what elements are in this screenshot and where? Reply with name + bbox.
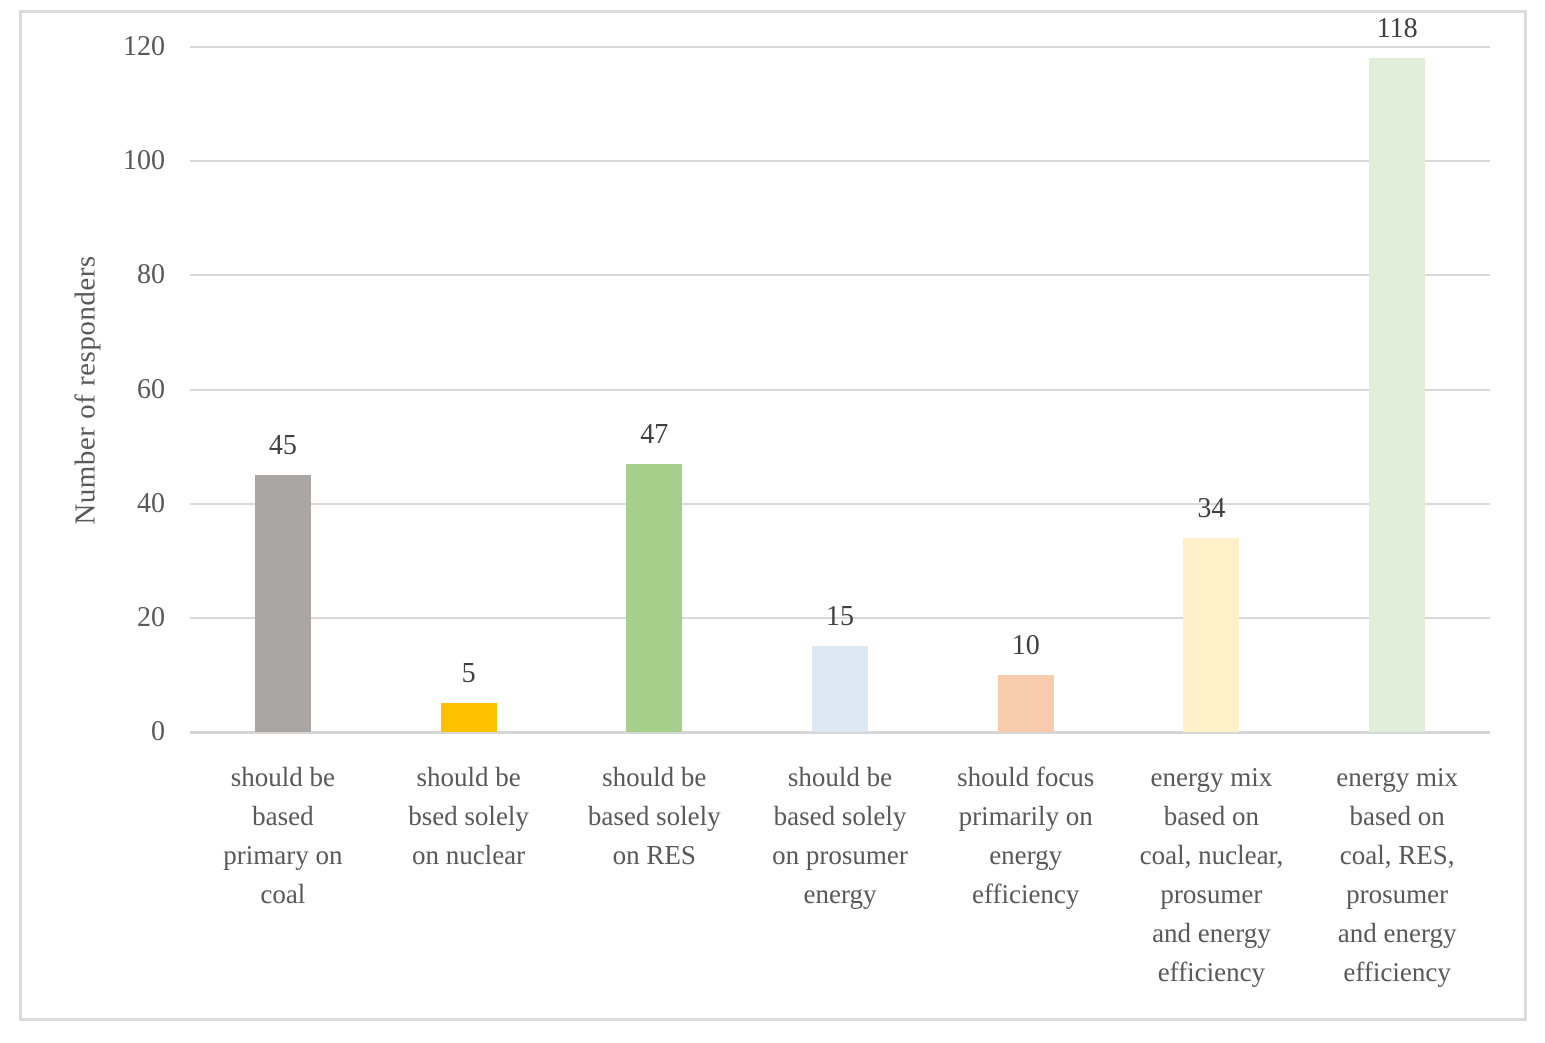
bar [626, 463, 683, 732]
x-axis-line [190, 731, 1490, 734]
gridline [190, 160, 1490, 163]
bar-value-label: 45 [268, 430, 297, 462]
bar [812, 646, 868, 732]
bar [1369, 58, 1426, 732]
bar-value-label: 15 [826, 601, 854, 633]
x-axis-category-label: should be based solely on prosumer energ… [772, 762, 908, 909]
bar [997, 674, 1054, 732]
bar-value-label: 47 [640, 418, 669, 450]
gridline [190, 46, 1490, 48]
x-axis-category-label: should be bsed solely on nuclear [408, 762, 529, 870]
x-axis-category-label: should be based primary on coal [223, 762, 343, 909]
y-axis-title: Number of responders [69, 255, 102, 525]
y-axis-tick-label: 80 [137, 259, 165, 291]
y-axis-tick-label: 100 [123, 145, 165, 177]
bar-value-label: 118 [1376, 13, 1418, 45]
y-axis-tick-label: 20 [137, 601, 165, 633]
bar-value-label: 34 [1197, 492, 1226, 524]
gridline [190, 616, 1490, 619]
gridline [190, 388, 1490, 391]
bar [254, 475, 311, 732]
y-axis-tick-label: 60 [137, 373, 165, 405]
x-axis-category-label: should be based solely on RES [587, 762, 721, 870]
bar [1183, 537, 1240, 732]
x-axis-category-label: should focus primarily on energy efficie… [957, 762, 1095, 909]
x-axis-category-label: energy mix based on coal, nuclear, prosu… [1139, 762, 1284, 987]
y-axis-tick-label: 120 [123, 31, 165, 62]
gridline [190, 274, 1490, 277]
y-axis-tick-label: 40 [137, 487, 165, 519]
gridline [190, 502, 1490, 505]
bar-value-label: 10 [1011, 629, 1040, 661]
bar-value-label: 5 [461, 658, 476, 690]
y-axis-tick-label: 0 [151, 716, 165, 747]
bar [440, 703, 497, 732]
x-axis-category-label: energy mix based on coal, RES, prosumer … [1336, 762, 1458, 987]
